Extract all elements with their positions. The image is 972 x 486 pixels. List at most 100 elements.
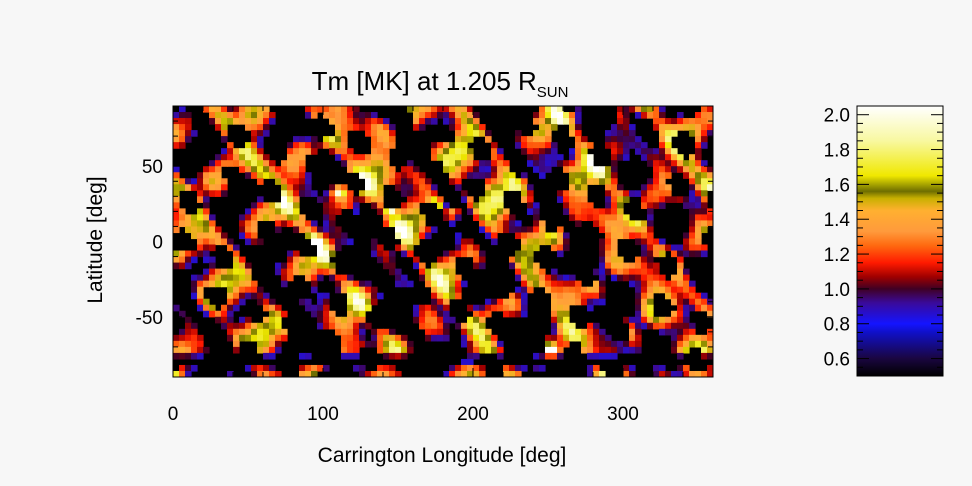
heatmap-cell [695,370,702,377]
heatmap-cell [275,226,282,234]
heatmap-cell [389,262,396,270]
heatmap-cell [227,292,234,300]
heatmap-cell [203,208,210,215]
heatmap-cell [413,214,420,222]
heatmap-cell [287,154,294,161]
heatmap-cell [383,178,390,185]
heatmap-cell [293,148,300,155]
heatmap-cell [569,184,576,191]
heatmap-cell [635,112,642,119]
heatmap-cell [467,202,474,209]
heatmap-cell [329,136,336,143]
heatmap-cell [653,154,660,161]
heatmap-cell [707,112,713,119]
heatmap-cell [539,118,546,125]
heatmap-cell [677,154,684,161]
heatmap-cell [359,340,366,348]
heatmap-cell [281,334,288,342]
heatmap-cell [545,160,552,167]
heatmap-cell [233,346,240,354]
heatmap-cell [611,196,618,203]
heatmap-cell [221,304,228,312]
heatmap-cell [593,364,600,372]
heatmap-cell [593,286,600,294]
heatmap-cell [221,148,228,155]
heatmap-cell [323,250,330,258]
heatmap-cell [389,334,396,342]
heatmap-cell [629,328,636,336]
heatmap-cell [377,118,384,125]
heatmap-cell [689,124,696,131]
heatmap-cell [377,178,384,185]
heatmap-cell [179,130,186,137]
heatmap-cell [641,322,648,330]
heatmap-cell [485,160,492,167]
heatmap-cell [221,316,228,324]
heatmap-cell [605,334,612,342]
heatmap-cell [377,364,384,372]
heatmap-cell [647,220,654,228]
heatmap-cell [347,148,354,155]
heatmap-cell [695,184,702,191]
heatmap-cell [665,196,672,203]
heatmap-cell [467,130,474,137]
heatmap-cell [389,352,396,360]
heatmap-cell [581,166,588,173]
heatmap-cell [485,340,492,348]
heatmap-cell [221,274,228,282]
heatmap-cell [185,124,192,131]
heatmap-cell [629,316,636,324]
heatmap-cell [251,322,258,330]
heatmap-cell [209,166,216,173]
heatmap-cell [467,112,474,119]
heatmap-cell [221,136,228,143]
heatmap-cell [203,244,210,252]
heatmap-cell [689,340,696,348]
heatmap-cell [239,256,246,264]
heatmap-cell [227,322,234,330]
heatmap-cell [587,298,594,306]
heatmap-cell [227,154,234,161]
heatmap-cell [383,346,390,354]
heatmap-cell [173,142,180,149]
heatmap-cell [221,178,228,185]
heatmap-cell [485,298,492,306]
heatmap-cell [467,166,474,173]
heatmap-cell [371,154,378,161]
heatmap-cell [671,250,678,258]
heatmap-cell [365,190,372,197]
heatmap-cell [197,286,204,294]
heatmap-cell [623,262,630,270]
heatmap-cells [173,106,713,377]
heatmap-cell [443,112,450,119]
heatmap-cell [299,370,306,377]
heatmap-cell [575,196,582,203]
heatmap-cell [545,352,552,360]
heatmap-cell [305,172,312,179]
heatmap-cell [647,238,654,246]
heatmap-cell [461,358,468,366]
heatmap-cell [587,154,594,161]
heatmap-cell [419,220,426,228]
heatmap-cell [683,286,690,294]
heatmap-cell [383,340,390,348]
heatmap-cell [515,226,522,234]
heatmap-cell [581,184,588,191]
heatmap-cell [383,250,390,258]
heatmap-cell [185,184,192,191]
heatmap-cell [491,184,498,191]
heatmap-cell [527,196,534,203]
heatmap-cell [533,226,540,234]
heatmap-cell [665,166,672,173]
heatmap-cell [365,280,372,288]
heatmap-cell [647,280,654,288]
heatmap-cell [539,232,546,240]
heatmap-cell [251,370,258,377]
heatmap-cell [479,256,486,264]
heatmap-cell [503,298,510,306]
heatmap-cell [503,310,510,318]
heatmap-cell [635,190,642,197]
y-tick-label: -50 [136,308,163,329]
heatmap-cell [269,364,276,372]
heatmap-cell [413,232,420,240]
